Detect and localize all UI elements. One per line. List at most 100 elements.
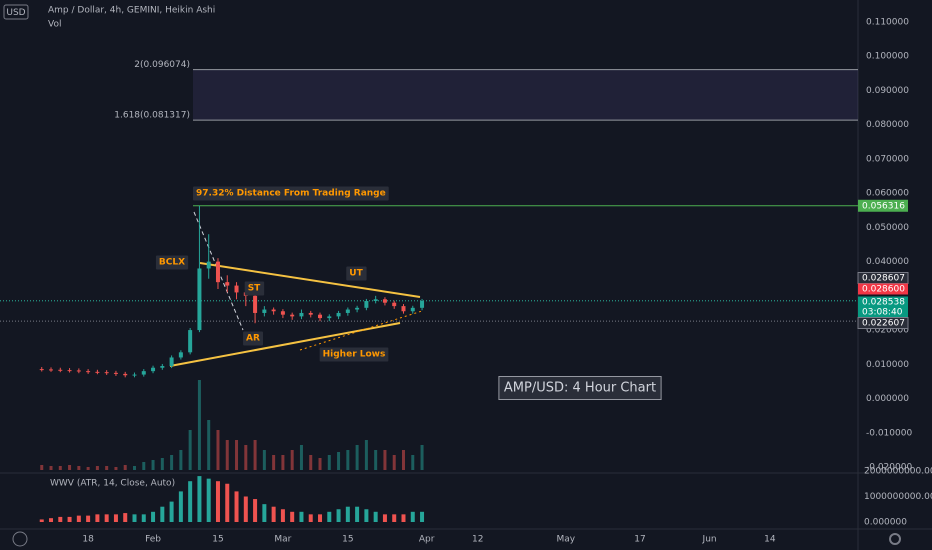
candle-body [160, 366, 165, 368]
resistance-price: 0.056316 [862, 201, 905, 211]
x-tick-label: Mar [274, 535, 291, 545]
candle-body [215, 261, 220, 283]
higher-lows-line [299, 310, 423, 351]
wwv-bar [86, 515, 91, 522]
wwv-bar [262, 504, 267, 522]
wwv-bar [420, 511, 425, 522]
candle-body [253, 295, 258, 313]
candle-body [373, 299, 378, 301]
candle-body [113, 372, 118, 374]
indicator-legend: WWV (ATR, 14, Close, Auto) [50, 479, 175, 489]
annotation-bg [346, 266, 367, 281]
volume-bar [374, 450, 378, 470]
wwv-bar [373, 511, 378, 522]
volume-bar [235, 440, 239, 470]
wwv-bar [290, 511, 295, 522]
volume-bar [151, 460, 155, 470]
volume-bar [58, 466, 62, 470]
annotation-bg [243, 331, 264, 346]
fib-label: 1.618(0.081317) [114, 111, 190, 121]
candle-body [58, 369, 63, 371]
timezone-button[interactable] [12, 531, 28, 547]
volume-bar [355, 445, 359, 470]
candle-body [336, 312, 341, 317]
volume-bar [383, 450, 387, 470]
candle-body [188, 330, 193, 353]
candle-body [392, 302, 397, 307]
annotation: ST [248, 284, 261, 294]
candle-body [299, 312, 304, 317]
candle-body [76, 370, 81, 372]
wwv-tick-label: 2000000000.000000 [864, 467, 932, 477]
price-badge-label: 0.028600 [862, 285, 905, 295]
wwv-bar [160, 506, 165, 522]
volume-bar [170, 455, 174, 470]
wwv-bar [253, 499, 258, 522]
volume-bar [318, 458, 322, 470]
candle-body [132, 374, 137, 376]
x-tick-label: 15 [212, 535, 223, 545]
candle-body [308, 312, 313, 315]
currency-badge[interactable] [3, 4, 29, 20]
candle-body [401, 306, 406, 312]
volume-bar [77, 466, 81, 470]
candle-body [345, 309, 350, 313]
candle-body [290, 314, 295, 317]
candle-body [234, 285, 239, 293]
candle-body [95, 371, 100, 373]
wwv-bar [327, 511, 332, 522]
volume-bar [49, 466, 53, 470]
candle-body [104, 372, 109, 374]
volume-bar [392, 455, 396, 470]
wwv-bar [336, 509, 341, 522]
chart-note: AMP/USD: 4 Hour Chart [504, 381, 656, 396]
price-badge [858, 283, 908, 295]
volume-bar [420, 445, 424, 470]
candle-body [327, 316, 332, 319]
wwv-bar [308, 514, 313, 522]
volume-bar [123, 465, 127, 470]
price-badge-label: 0.028607 [862, 274, 905, 284]
wwv-bar [58, 516, 63, 522]
candle-body [169, 357, 174, 367]
volume-bar [179, 450, 183, 470]
annotation-bg [244, 281, 265, 296]
wwv-bar [243, 496, 248, 522]
annotation-bg [193, 186, 389, 201]
volume-bar [160, 458, 164, 470]
volume-bar [299, 445, 303, 470]
candle-body [355, 307, 360, 310]
volume-bar [253, 440, 257, 470]
volume-bar [188, 430, 192, 470]
wwv-bar [49, 518, 54, 522]
fib-label: 2(0.096074) [134, 60, 190, 70]
wwv-bar [392, 514, 397, 522]
y-tick-label: -0.010000 [866, 428, 912, 438]
price-badge [858, 296, 908, 319]
candle-body [410, 307, 415, 312]
volume-bar [337, 452, 341, 470]
countdown: 03:08:40 [862, 308, 903, 318]
candle-body [67, 370, 72, 372]
volume-bar [105, 466, 109, 470]
x-tick-label: 12 [472, 535, 483, 545]
wwv-bar [178, 491, 183, 522]
wwv-bar [188, 481, 193, 522]
y-tick-label: 0.040000 [866, 257, 909, 267]
volume-bar [216, 430, 220, 470]
x-tick-label: Feb [145, 535, 161, 545]
candle-body [206, 261, 211, 269]
candle-body [123, 373, 128, 376]
wwv-bar [76, 515, 81, 522]
candle-body [271, 309, 276, 312]
candle-body [225, 282, 230, 286]
wwv-bar [197, 476, 202, 522]
settings-button[interactable] [889, 533, 901, 545]
wwv-bar [355, 506, 360, 522]
resistance-badge [858, 199, 908, 212]
annotation: 97.32% Distance From Trading Range [196, 189, 386, 199]
volume-bar [114, 467, 118, 470]
wwv-bar [401, 514, 406, 522]
currency: USD [6, 8, 25, 18]
